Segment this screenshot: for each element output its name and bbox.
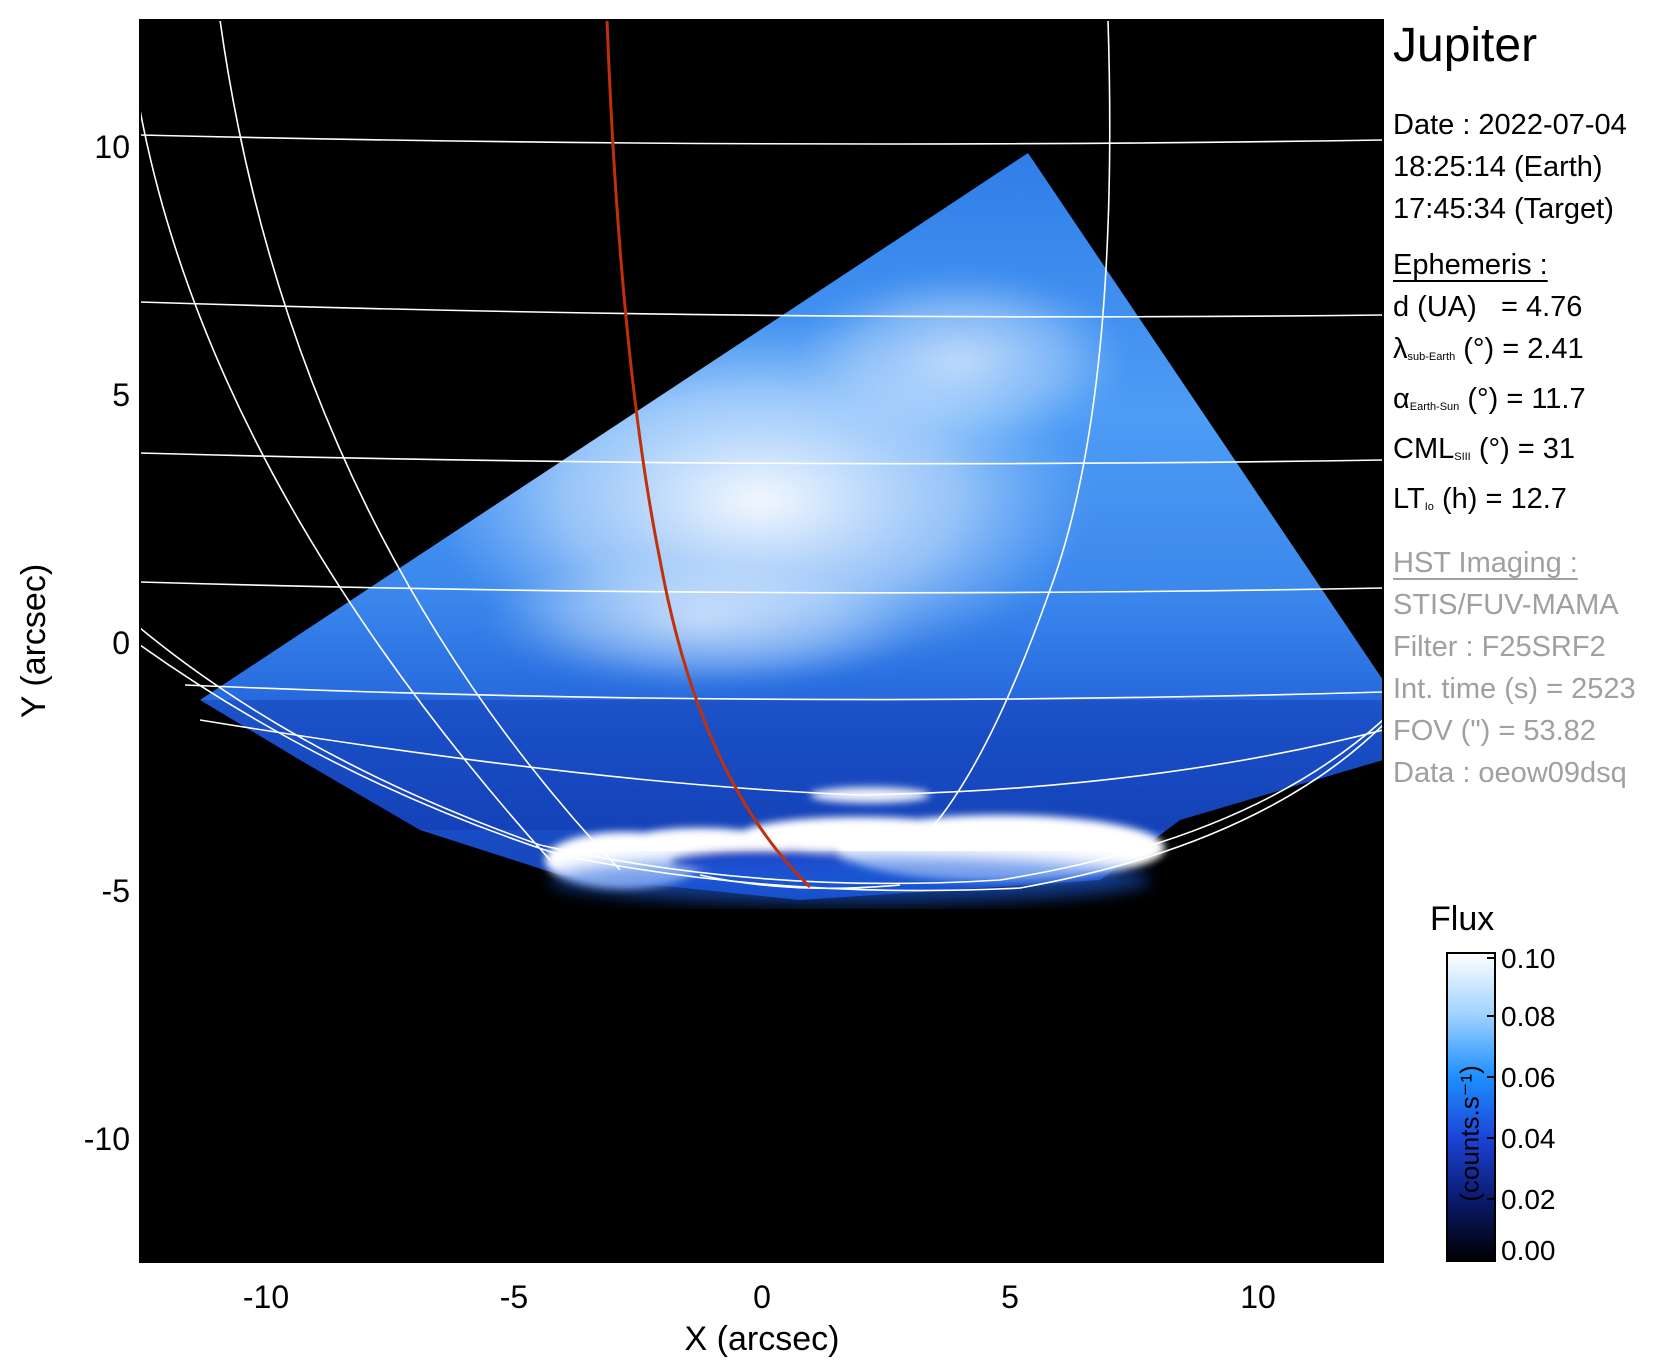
ephemeris-cml: CMLSIII (°) = 31: [1393, 433, 1576, 465]
cb-tick: 0.00: [1501, 1235, 1556, 1266]
hst-data: Data : oeow09dsq: [1393, 757, 1627, 789]
x-tick: -5: [500, 1279, 528, 1315]
y-tick-labels: 10 5 0 -5 -10: [84, 129, 130, 1157]
hst-header: HST Imaging :: [1393, 547, 1578, 579]
y-tick: -10: [84, 1121, 130, 1157]
cb-tick: 0.06: [1501, 1062, 1556, 1093]
longitude-grid: [140, 20, 1111, 890]
colorbar-unit: (counts.s⁻¹): [1454, 1065, 1485, 1202]
ephemeris-lambda: λsub-Earth (°) = 2.41: [1393, 333, 1584, 365]
ephemeris-alpha: αEarth-Sun (°) = 11.7: [1393, 383, 1586, 415]
time-target: 17:45:34 (Target): [1393, 193, 1614, 225]
latitude-grid: [140, 134, 1383, 892]
ephemeris-distance: d (UA) = 4.76: [1393, 291, 1583, 323]
time-earth: 18:25:14 (Earth): [1393, 151, 1603, 183]
image-frame: [139, 19, 1384, 1263]
dark-band: [200, 700, 1383, 830]
cb-tick: 0.04: [1501, 1123, 1556, 1154]
cb-tick: 0.02: [1501, 1184, 1556, 1215]
colorbar: [1446, 952, 1496, 1262]
y-tick: 10: [94, 129, 130, 165]
ephemeris-header: Ephemeris :: [1393, 249, 1548, 281]
x-tick: 10: [1240, 1279, 1276, 1315]
x-axis-label: X (arcsec): [685, 1320, 840, 1358]
hst-filter: Filter : F25SRF2: [1393, 631, 1606, 663]
cb-tick: 0.08: [1501, 1001, 1556, 1032]
date-line: Date : 2022-07-04: [1393, 109, 1627, 141]
ephemeris-lt: LTIo (h) = 12.7: [1393, 483, 1567, 515]
hst-instrument: STIS/FUV-MAMA: [1393, 589, 1619, 621]
hst-int-time: Int. time (s) = 2523: [1393, 673, 1636, 705]
io-footpath: [605, 20, 812, 889]
colorbar-tick-labels: 0.10 0.08 0.06 0.04 0.02 0.00: [1501, 943, 1556, 1266]
x-tick: -10: [243, 1279, 289, 1315]
bright-patch: [790, 270, 1130, 450]
y-axis-label: Y (arcsec): [15, 564, 53, 718]
y-tick: 0: [112, 625, 130, 661]
hst-fov: FOV (") = 53.82: [1393, 715, 1596, 747]
x-tick: 5: [1001, 1279, 1019, 1315]
info-panel: Jupiter Date : 2022-07-04 18:25:14 (Eart…: [1393, 18, 1673, 794]
colorbar-title: Flux: [1430, 900, 1495, 938]
y-tick: 5: [112, 377, 130, 413]
x-tick-labels: -10 -5 0 5 10: [243, 1279, 1276, 1315]
colorbar-ticks: [1487, 957, 1495, 1200]
bright-band: [480, 550, 920, 690]
x-tick: 0: [753, 1279, 771, 1315]
y-tick: -5: [102, 873, 130, 909]
cb-tick: 0.10: [1501, 943, 1556, 974]
planet-name: Jupiter: [1393, 19, 1538, 72]
